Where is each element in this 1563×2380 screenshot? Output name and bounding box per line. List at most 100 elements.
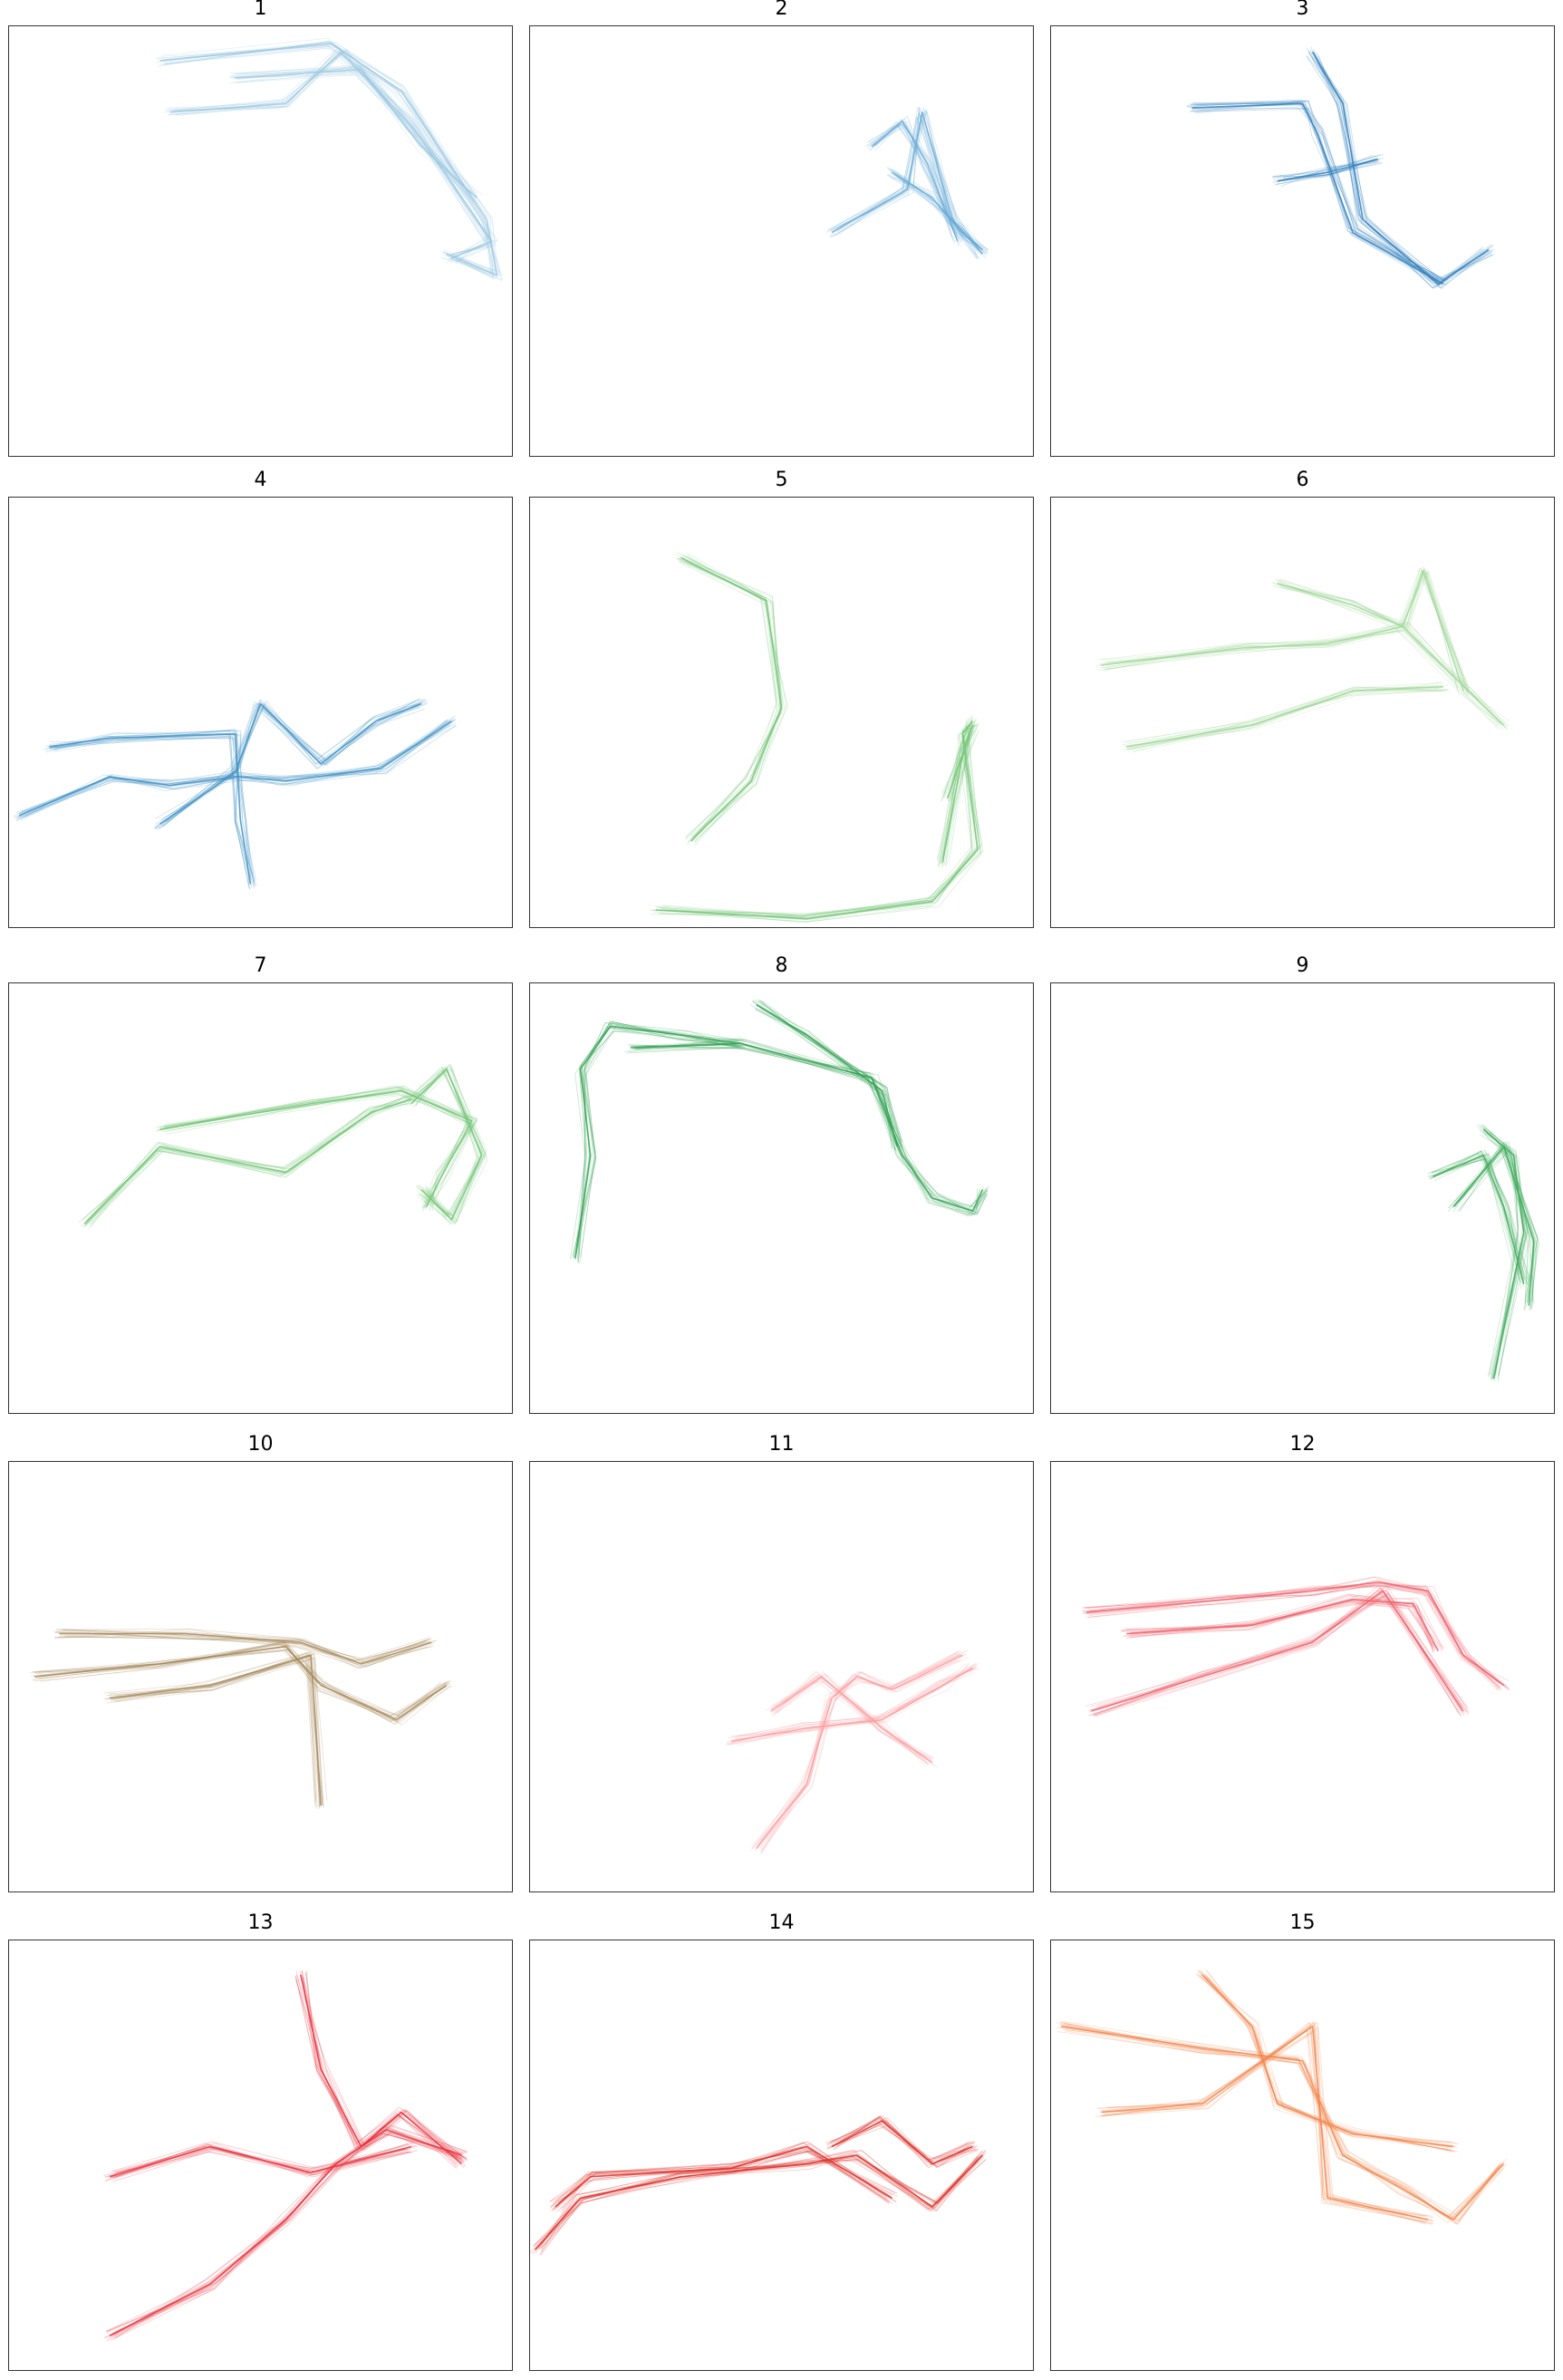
trajectory-line	[1306, 56, 1494, 284]
trajectory-line	[1093, 1587, 1462, 1715]
trajectory-line	[405, 1066, 486, 1225]
trajectory-line	[1098, 2022, 1433, 2221]
trajectory-line	[1201, 1969, 1452, 2146]
trajectory-line	[752, 1001, 892, 1149]
trajectory-line	[772, 1679, 939, 1768]
trajectory-line	[37, 1643, 449, 1723]
trajectory-line	[761, 1654, 961, 1852]
trajectory-line	[731, 1662, 977, 1737]
plot-area	[529, 982, 1034, 1414]
trajectory-line	[624, 1048, 984, 1209]
trajectory-line	[836, 2115, 977, 2164]
trajectory-line	[103, 1652, 316, 1804]
trajectory-line	[943, 724, 969, 866]
trajectory-line	[162, 37, 491, 276]
trajectory-line	[1100, 623, 1501, 725]
trajectory-line	[1448, 1142, 1531, 1303]
trajectory-line	[555, 2150, 897, 2209]
trajectory-line	[1082, 1583, 1508, 1689]
trajectory-line	[113, 2144, 410, 2174]
trajectory-line	[235, 64, 478, 197]
trajectory-line	[1105, 2029, 1434, 2225]
trajectory-line	[1316, 52, 1485, 285]
trajectory-line	[1066, 2029, 1501, 2221]
trajectory-line	[1274, 162, 1383, 186]
trajectory-line	[1104, 2022, 1433, 2225]
trajectory-line	[867, 124, 953, 240]
trajectory-line	[888, 173, 980, 255]
trajectory-line	[572, 1030, 742, 1256]
plot-area	[8, 1461, 513, 1892]
trajectory-line	[411, 1074, 482, 1216]
trajectory-line	[34, 1642, 450, 1723]
trajectory-line	[1278, 566, 1466, 687]
trajectory-line	[769, 1676, 931, 1759]
trajectory-line	[1060, 2021, 1508, 2220]
trajectory-line	[771, 1680, 929, 1765]
trajectory-line	[558, 2151, 899, 2203]
trajectory-line	[1201, 1974, 1454, 2148]
trajectory-line	[48, 735, 256, 881]
trajectory-line	[1480, 1134, 1529, 1379]
panel-title: 12	[1289, 1433, 1316, 1456]
trajectory-line	[872, 122, 964, 237]
trajectory-line	[1483, 1132, 1526, 1376]
trajectory-line	[1099, 630, 1506, 725]
trajectory-line	[833, 106, 982, 255]
trajectory-line	[1102, 2021, 1423, 2220]
trajectory-line	[1103, 628, 1507, 728]
trajectory-line	[45, 729, 249, 884]
trajectory-line	[113, 2129, 467, 2339]
panel-3: 3	[1050, 0, 1555, 457]
trajectory-line	[160, 698, 420, 826]
trajectory-line	[866, 122, 961, 237]
trajectory-line	[757, 1001, 902, 1142]
trajectory-line	[83, 1095, 416, 1228]
trajectory-line	[1274, 569, 1469, 686]
trajectory-line	[410, 1069, 483, 1221]
trajectory-plot	[156, 37, 504, 282]
trajectory-line	[159, 45, 497, 271]
trajectory-line	[936, 727, 971, 859]
trajectory-line	[1099, 2026, 1433, 2223]
panel-title: 14	[768, 1911, 795, 1934]
trajectory-line	[1430, 1153, 1529, 1281]
plot-area	[529, 1461, 1034, 1892]
trajectory-line	[1430, 1152, 1530, 1280]
trajectory-line	[939, 721, 976, 867]
trajectory-line	[737, 1672, 976, 1742]
panel-title: 11	[768, 1433, 795, 1456]
trajectory-line	[1101, 2021, 1425, 2217]
trajectory-line	[942, 726, 972, 863]
trajectory-line	[837, 111, 980, 260]
trajectory-line	[82, 1098, 410, 1228]
trajectory-line	[1120, 687, 1443, 743]
trajectory-line	[683, 560, 777, 837]
trajectory-line	[1085, 1585, 1510, 1681]
trajectory-line	[113, 2147, 413, 2173]
trajectory-line	[1317, 55, 1494, 282]
trajectory-line	[687, 555, 783, 838]
trajectory-line	[730, 1667, 973, 1742]
trajectory-line	[1203, 1975, 1452, 2151]
trajectory-line	[1107, 630, 1501, 722]
trajectory-line	[1453, 1145, 1539, 1310]
trajectory-line	[1192, 102, 1445, 285]
trajectory-line	[1206, 1970, 1455, 2153]
trajectory-line	[576, 1021, 744, 1263]
trajectory-line	[1091, 1590, 1464, 1712]
panel-title: 3	[1296, 0, 1309, 20]
trajectory-line	[1065, 2030, 1503, 2222]
trajectory-line	[159, 45, 500, 273]
trajectory-line	[1131, 1597, 1445, 1649]
trajectory-line	[409, 1069, 480, 1223]
trajectory-line	[1122, 691, 1447, 746]
trajectory-line	[157, 41, 502, 276]
trajectory-line	[1102, 2028, 1429, 2223]
trajectory-line	[301, 1969, 458, 2160]
trajectory-line	[176, 50, 497, 261]
trajectory-plot	[1426, 1124, 1539, 1382]
trajectory-line	[1126, 687, 1443, 748]
trajectory-line	[1454, 1151, 1534, 1303]
trajectory-line	[105, 1657, 324, 1808]
